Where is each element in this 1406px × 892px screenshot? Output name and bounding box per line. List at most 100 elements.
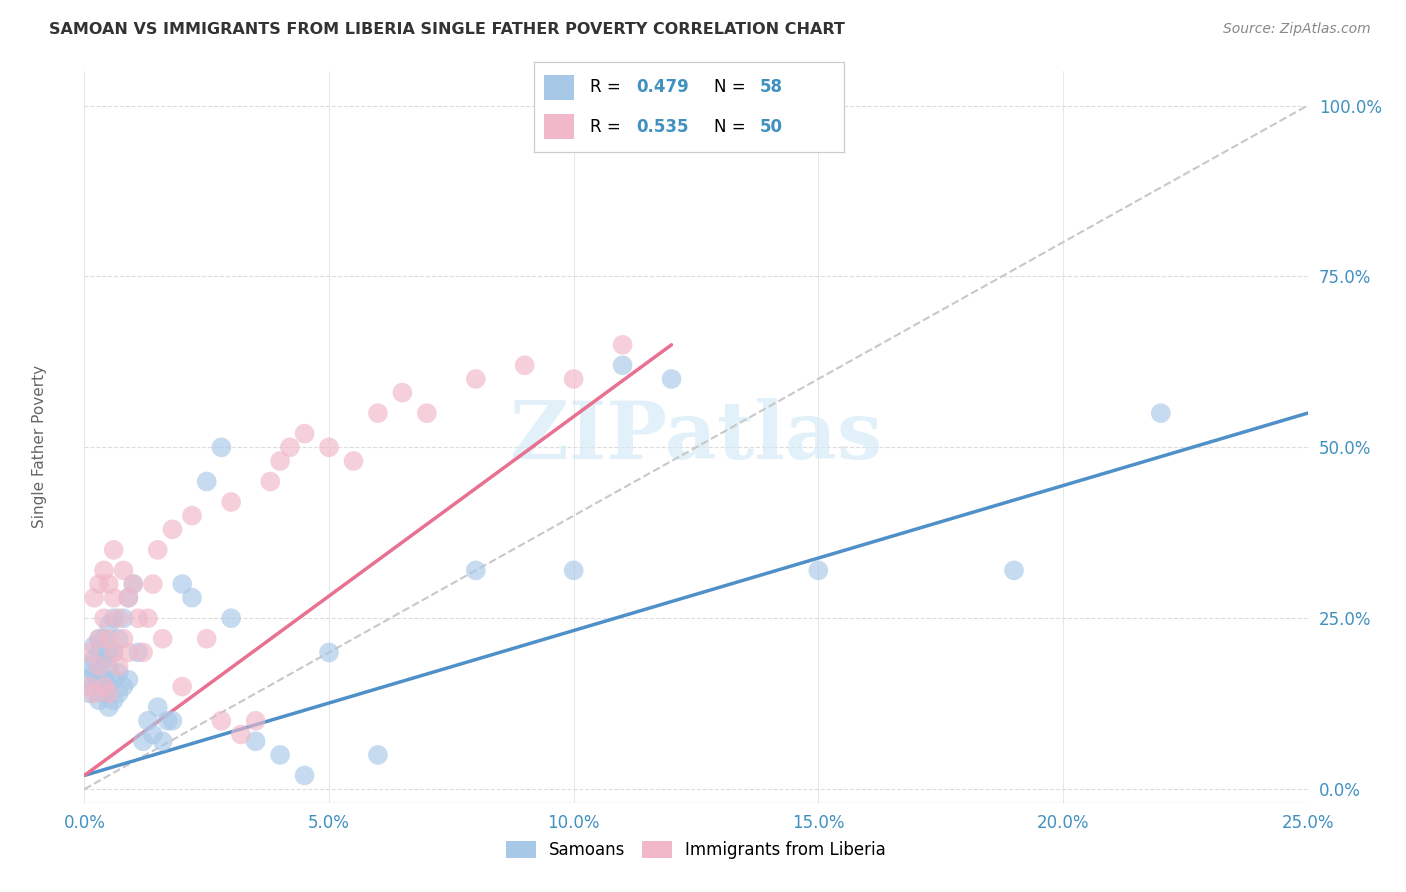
Point xyxy=(172,577,194,591)
Text: R =: R = xyxy=(591,78,626,96)
Point xyxy=(112,563,135,577)
Point xyxy=(83,639,105,653)
Point xyxy=(269,454,291,468)
Text: 0.479: 0.479 xyxy=(637,78,689,96)
Text: R =: R = xyxy=(591,118,626,136)
Point xyxy=(367,406,389,420)
Point xyxy=(181,508,204,523)
Point xyxy=(77,680,100,694)
Point xyxy=(93,686,115,700)
Point xyxy=(112,632,135,646)
Point xyxy=(294,426,316,441)
Point xyxy=(136,714,159,728)
Point xyxy=(112,611,135,625)
Point xyxy=(318,440,340,454)
Point xyxy=(87,632,110,646)
Point xyxy=(342,454,364,468)
Point xyxy=(97,645,120,659)
FancyBboxPatch shape xyxy=(544,75,575,100)
Point xyxy=(142,577,165,591)
Point xyxy=(464,372,486,386)
Point xyxy=(93,632,115,646)
Point xyxy=(229,727,252,741)
Point xyxy=(195,632,218,646)
Point xyxy=(107,632,129,646)
Point xyxy=(117,645,139,659)
Point xyxy=(103,591,125,605)
Point xyxy=(97,659,120,673)
Point xyxy=(513,359,536,373)
Point xyxy=(83,665,105,680)
Point xyxy=(87,680,110,694)
FancyBboxPatch shape xyxy=(544,114,575,139)
Point xyxy=(219,611,242,625)
Point xyxy=(93,611,115,625)
Point xyxy=(156,714,179,728)
Point xyxy=(103,645,125,659)
Point xyxy=(127,645,149,659)
Point xyxy=(107,611,129,625)
Point xyxy=(146,542,169,557)
Point xyxy=(562,372,585,386)
Point xyxy=(318,645,340,659)
Point xyxy=(103,645,125,659)
Point xyxy=(77,673,100,687)
Point xyxy=(103,611,125,625)
Point xyxy=(97,632,120,646)
Point xyxy=(107,665,129,680)
Point xyxy=(87,693,110,707)
Point xyxy=(107,686,129,700)
Text: 0.535: 0.535 xyxy=(637,118,689,136)
Text: Source: ZipAtlas.com: Source: ZipAtlas.com xyxy=(1223,22,1371,37)
Point xyxy=(562,563,585,577)
Point xyxy=(97,577,120,591)
Point xyxy=(117,591,139,605)
Point xyxy=(87,645,110,659)
Point xyxy=(77,659,100,673)
Point xyxy=(107,659,129,673)
Point xyxy=(93,673,115,687)
Point xyxy=(612,359,634,373)
Point xyxy=(416,406,439,420)
Point xyxy=(97,686,120,700)
Point xyxy=(162,522,184,536)
Point xyxy=(172,680,194,694)
Point xyxy=(464,563,486,577)
Legend: Samoans, Immigrants from Liberia: Samoans, Immigrants from Liberia xyxy=(498,833,894,868)
Text: 58: 58 xyxy=(761,78,783,96)
Point xyxy=(93,680,115,694)
Text: 50: 50 xyxy=(761,118,783,136)
Point xyxy=(269,747,291,762)
Point xyxy=(83,680,105,694)
Point xyxy=(127,611,149,625)
Point xyxy=(77,686,100,700)
Point xyxy=(245,714,267,728)
Point xyxy=(117,591,139,605)
Point xyxy=(97,680,120,694)
Point xyxy=(87,665,110,680)
Point xyxy=(77,645,100,659)
Text: SAMOAN VS IMMIGRANTS FROM LIBERIA SINGLE FATHER POVERTY CORRELATION CHART: SAMOAN VS IMMIGRANTS FROM LIBERIA SINGLE… xyxy=(49,22,845,37)
Point xyxy=(83,686,105,700)
Point xyxy=(87,577,110,591)
Point xyxy=(612,338,634,352)
Point xyxy=(1150,406,1173,420)
Point xyxy=(103,673,125,687)
Point xyxy=(142,727,165,741)
Point xyxy=(97,618,120,632)
Point xyxy=(209,440,232,454)
Point xyxy=(219,495,242,509)
Point xyxy=(391,385,413,400)
Point xyxy=(87,632,110,646)
Point xyxy=(1002,563,1025,577)
Point xyxy=(132,734,155,748)
Text: N =: N = xyxy=(714,118,751,136)
Text: N =: N = xyxy=(714,78,751,96)
Point xyxy=(807,563,830,577)
Point xyxy=(136,611,159,625)
Point xyxy=(103,542,125,557)
Point xyxy=(661,372,683,386)
Point xyxy=(117,673,139,687)
Point xyxy=(83,591,105,605)
Point xyxy=(132,645,155,659)
